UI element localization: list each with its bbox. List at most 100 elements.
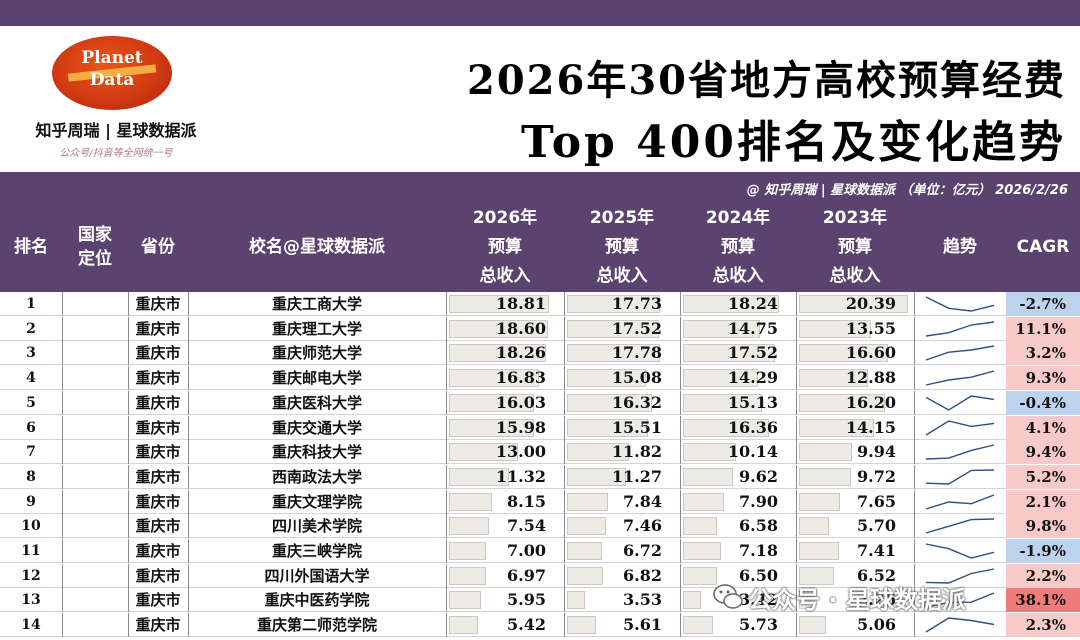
value-bar — [567, 566, 603, 585]
budget-y2025-cell: 6.82 — [623, 565, 662, 585]
column-divider — [796, 539, 797, 563]
value-bar — [567, 517, 607, 536]
trend-sparkline — [925, 320, 995, 337]
column-divider — [564, 316, 565, 341]
budget-y2023-cell: 6.52 — [857, 565, 896, 585]
column-divider — [188, 613, 189, 638]
province-cell: 重庆市 — [135, 566, 181, 585]
budget-y2023-cell: 16.20 — [845, 392, 896, 412]
trend-line — [925, 493, 995, 510]
column-divider — [128, 464, 129, 489]
table-row: 14 重庆市 重庆第二师范学院 5.42 5.61 5.73 5.06 2.3% — [0, 613, 1080, 638]
col-header-2025: 2025年 预算 总收入 — [589, 207, 655, 286]
column-divider — [128, 514, 129, 539]
column-divider — [796, 390, 797, 415]
value-bar — [567, 467, 627, 486]
rank-cell: 1 — [26, 296, 36, 312]
column-divider — [680, 539, 681, 563]
column-divider — [62, 464, 63, 489]
value-bar — [683, 542, 721, 560]
province-cell: 重庆市 — [135, 467, 181, 486]
cagr-cell: 9.8% — [1006, 514, 1080, 539]
column-divider — [680, 514, 681, 539]
school-name-cell: 重庆三峡学院 — [271, 542, 362, 560]
budget-y2026-cell: 8.15 — [507, 491, 546, 511]
budget-y2026-cell: 18.26 — [495, 343, 546, 363]
value-bar — [567, 319, 659, 338]
column-divider — [914, 292, 915, 316]
school-name-cell: 重庆工商大学 — [271, 295, 362, 313]
page-title-line2: Top 400排名及变化趋势 — [521, 117, 1066, 168]
credit-text: @ 知乎周瑞 | 星球数据派 （单位：亿元） 2026/2/26 — [746, 183, 1068, 198]
column-divider — [188, 440, 189, 465]
trend-sparkline — [925, 419, 995, 436]
value-bar — [567, 418, 649, 437]
table-row: 8 重庆市 西南政法大学 11.32 11.27 9.62 9.72 5.2% — [0, 464, 1080, 489]
column-divider — [446, 440, 447, 465]
national-cell — [62, 539, 128, 563]
value-bar — [683, 492, 725, 511]
trend-sparkline — [925, 469, 995, 485]
trend-line — [925, 320, 995, 337]
column-divider — [128, 489, 129, 514]
column-divider — [680, 341, 681, 366]
budget-y2026-cell: 15.98 — [495, 417, 546, 437]
logo-text-data: Data — [89, 70, 135, 90]
province-cell: 重庆市 — [135, 443, 181, 462]
column-divider — [680, 415, 681, 440]
value-bar — [683, 443, 737, 462]
rank-cell: 3 — [26, 345, 36, 362]
column-divider — [62, 341, 63, 366]
value-bar — [799, 344, 888, 363]
national-cell — [62, 416, 128, 440]
cagr-cell: 9.3% — [1006, 366, 1080, 391]
table-row: 13 重庆市 重庆中医药学院 5.95 3.53 3.42 2.26 38.1% — [0, 588, 1080, 613]
column-divider — [796, 415, 797, 440]
value-bar — [683, 591, 701, 610]
column-divider — [914, 341, 915, 366]
school-name-cell: 重庆师范大学 — [271, 344, 362, 363]
column-divider — [446, 613, 447, 638]
rank-cell: 2 — [26, 320, 36, 337]
col-header-2024: 2024年 预算 总收入 — [705, 207, 771, 286]
budget-y2023-cell: 7.41 — [857, 541, 896, 560]
value-bar — [449, 591, 481, 610]
trend-line — [925, 518, 995, 534]
province-cell: 重庆市 — [135, 492, 181, 511]
table-row: 4 重庆市 重庆邮电大学 16.83 15.08 14.29 12.88 9.3% — [0, 366, 1080, 391]
table-header — [0, 202, 1080, 292]
budget-y2026-cell: 5.42 — [507, 615, 546, 635]
trend-line — [925, 419, 995, 436]
trend-sparkline — [925, 444, 995, 460]
col-header-rank: 排名 — [14, 236, 48, 257]
budget-y2025-cell: 11.27 — [611, 466, 662, 486]
header: Planet Data 知乎周瑞 | 星球数据派 公众号/抖音等全网统一号 20… — [0, 26, 1080, 172]
column-divider — [680, 464, 681, 489]
column-divider — [914, 390, 915, 415]
col-header-name: 校名@星球数据派 — [249, 236, 385, 257]
table-row: 2 重庆市 重庆理工大学 18.60 17.52 14.75 13.55 11.1% — [0, 316, 1080, 341]
national-cell — [62, 564, 128, 588]
value-bar — [449, 295, 550, 313]
col-header-2023: 2023年 预算 总收入 — [822, 207, 888, 286]
value-bar — [683, 566, 718, 585]
column-divider — [914, 613, 915, 638]
value-bar — [799, 319, 872, 338]
rank-cell: 13 — [21, 592, 41, 609]
school-name-cell: 重庆中医药学院 — [264, 591, 370, 610]
province-cell: 重庆市 — [135, 319, 181, 338]
column-divider — [188, 539, 189, 563]
column-divider — [680, 366, 681, 391]
trend-sparkline — [925, 568, 995, 584]
column-divider — [564, 613, 565, 638]
value-bar — [683, 418, 769, 437]
national-cell — [62, 588, 128, 612]
column-divider — [62, 563, 63, 588]
school-name-cell: 重庆邮电大学 — [271, 369, 362, 388]
column-divider — [188, 390, 189, 415]
trend-line — [925, 469, 995, 485]
value-bar — [799, 393, 886, 412]
national-cell — [62, 366, 128, 390]
province-cell: 重庆市 — [135, 418, 181, 437]
rank-cell: 6 — [26, 419, 36, 436]
